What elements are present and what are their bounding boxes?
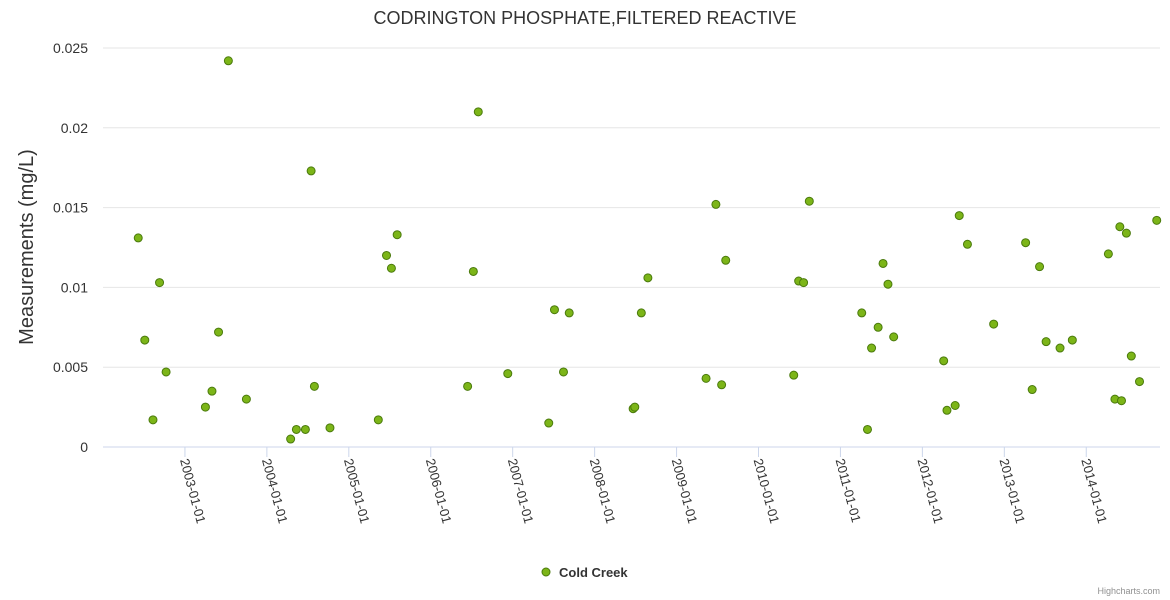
legend[interactable]: Cold Creek — [541, 565, 628, 580]
data-point[interactable] — [300, 424, 310, 434]
y-tick-label: 0.01 — [61, 279, 88, 295]
data-point[interactable] — [468, 266, 478, 276]
credits-link[interactable]: Highcharts.com — [1097, 586, 1160, 596]
y-tick-label: 0.02 — [61, 120, 88, 136]
series-cold-creek-points — [133, 56, 1162, 444]
data-point[interactable] — [711, 199, 721, 209]
data-point[interactable] — [799, 278, 809, 288]
data-point[interactable] — [140, 335, 150, 345]
data-point[interactable] — [148, 415, 158, 425]
data-point[interactable] — [862, 424, 872, 434]
data-point[interactable] — [214, 327, 224, 337]
data-point[interactable] — [373, 415, 383, 425]
y-tick-label: 0.015 — [53, 200, 88, 216]
data-point[interactable] — [1121, 228, 1131, 238]
data-point[interactable] — [463, 381, 473, 391]
data-point[interactable] — [392, 230, 402, 240]
data-point[interactable] — [1103, 249, 1113, 259]
data-point[interactable] — [564, 308, 574, 318]
data-point[interactable] — [989, 319, 999, 329]
legend-item-cold-creek[interactable]: Cold Creek — [559, 565, 628, 580]
data-point[interactable] — [630, 402, 640, 412]
data-point[interactable] — [954, 211, 964, 221]
data-point[interactable] — [721, 255, 731, 265]
data-point[interactable] — [636, 308, 646, 318]
y-axis-label: Measurements (mg/L) — [16, 149, 38, 345]
data-point[interactable] — [717, 380, 727, 390]
data-point[interactable] — [286, 434, 296, 444]
data-point[interactable] — [1152, 215, 1162, 225]
data-point[interactable] — [1027, 385, 1037, 395]
y-gridlines — [103, 47, 1160, 448]
data-point[interactable] — [950, 401, 960, 411]
data-point[interactable] — [1135, 377, 1145, 387]
data-point[interactable] — [857, 308, 867, 318]
data-point[interactable] — [643, 273, 653, 283]
data-point[interactable] — [889, 332, 899, 342]
data-point[interactable] — [309, 381, 319, 391]
data-point[interactable] — [223, 56, 233, 66]
data-point[interactable] — [1067, 335, 1077, 345]
data-point[interactable] — [558, 367, 568, 377]
data-point[interactable] — [1035, 262, 1045, 272]
chart-title: CODRINGTON PHOSPHATE,FILTERED REACTIVE — [373, 8, 796, 28]
data-point[interactable] — [873, 322, 883, 332]
y-tick-label: 0 — [80, 439, 88, 455]
data-point[interactable] — [544, 418, 554, 428]
data-point[interactable] — [701, 373, 711, 383]
data-point[interactable] — [291, 424, 301, 434]
data-point[interactable] — [161, 367, 171, 377]
data-point[interactable] — [200, 402, 210, 412]
y-tick-label: 0.025 — [53, 40, 88, 56]
y-axis: 0 0.005 0.01 0.015 0.02 0.025 — [53, 40, 88, 455]
legend-marker[interactable] — [541, 567, 551, 577]
data-point[interactable] — [155, 278, 165, 288]
data-point[interactable] — [382, 250, 392, 260]
data-point[interactable] — [473, 107, 483, 117]
data-point[interactable] — [1126, 351, 1136, 361]
data-point[interactable] — [962, 239, 972, 249]
data-point[interactable] — [1041, 337, 1051, 347]
data-point[interactable] — [804, 196, 814, 206]
data-point[interactable] — [207, 386, 217, 396]
data-point[interactable] — [1021, 238, 1031, 248]
data-point[interactable] — [503, 369, 513, 379]
data-point[interactable] — [1116, 396, 1126, 406]
data-point[interactable] — [306, 166, 316, 176]
data-point[interactable] — [883, 279, 893, 289]
data-point[interactable] — [325, 423, 335, 433]
data-point[interactable] — [942, 405, 952, 415]
data-point[interactable] — [878, 258, 888, 268]
data-point[interactable] — [939, 356, 949, 366]
data-point[interactable] — [1115, 222, 1125, 232]
data-point[interactable] — [549, 305, 559, 315]
data-point[interactable] — [867, 343, 877, 353]
data-point[interactable] — [789, 370, 799, 380]
data-point[interactable] — [386, 263, 396, 273]
y-tick-label: 0.005 — [53, 359, 88, 375]
data-point[interactable] — [241, 394, 251, 404]
data-point[interactable] — [1055, 343, 1065, 353]
data-point[interactable] — [133, 233, 143, 243]
